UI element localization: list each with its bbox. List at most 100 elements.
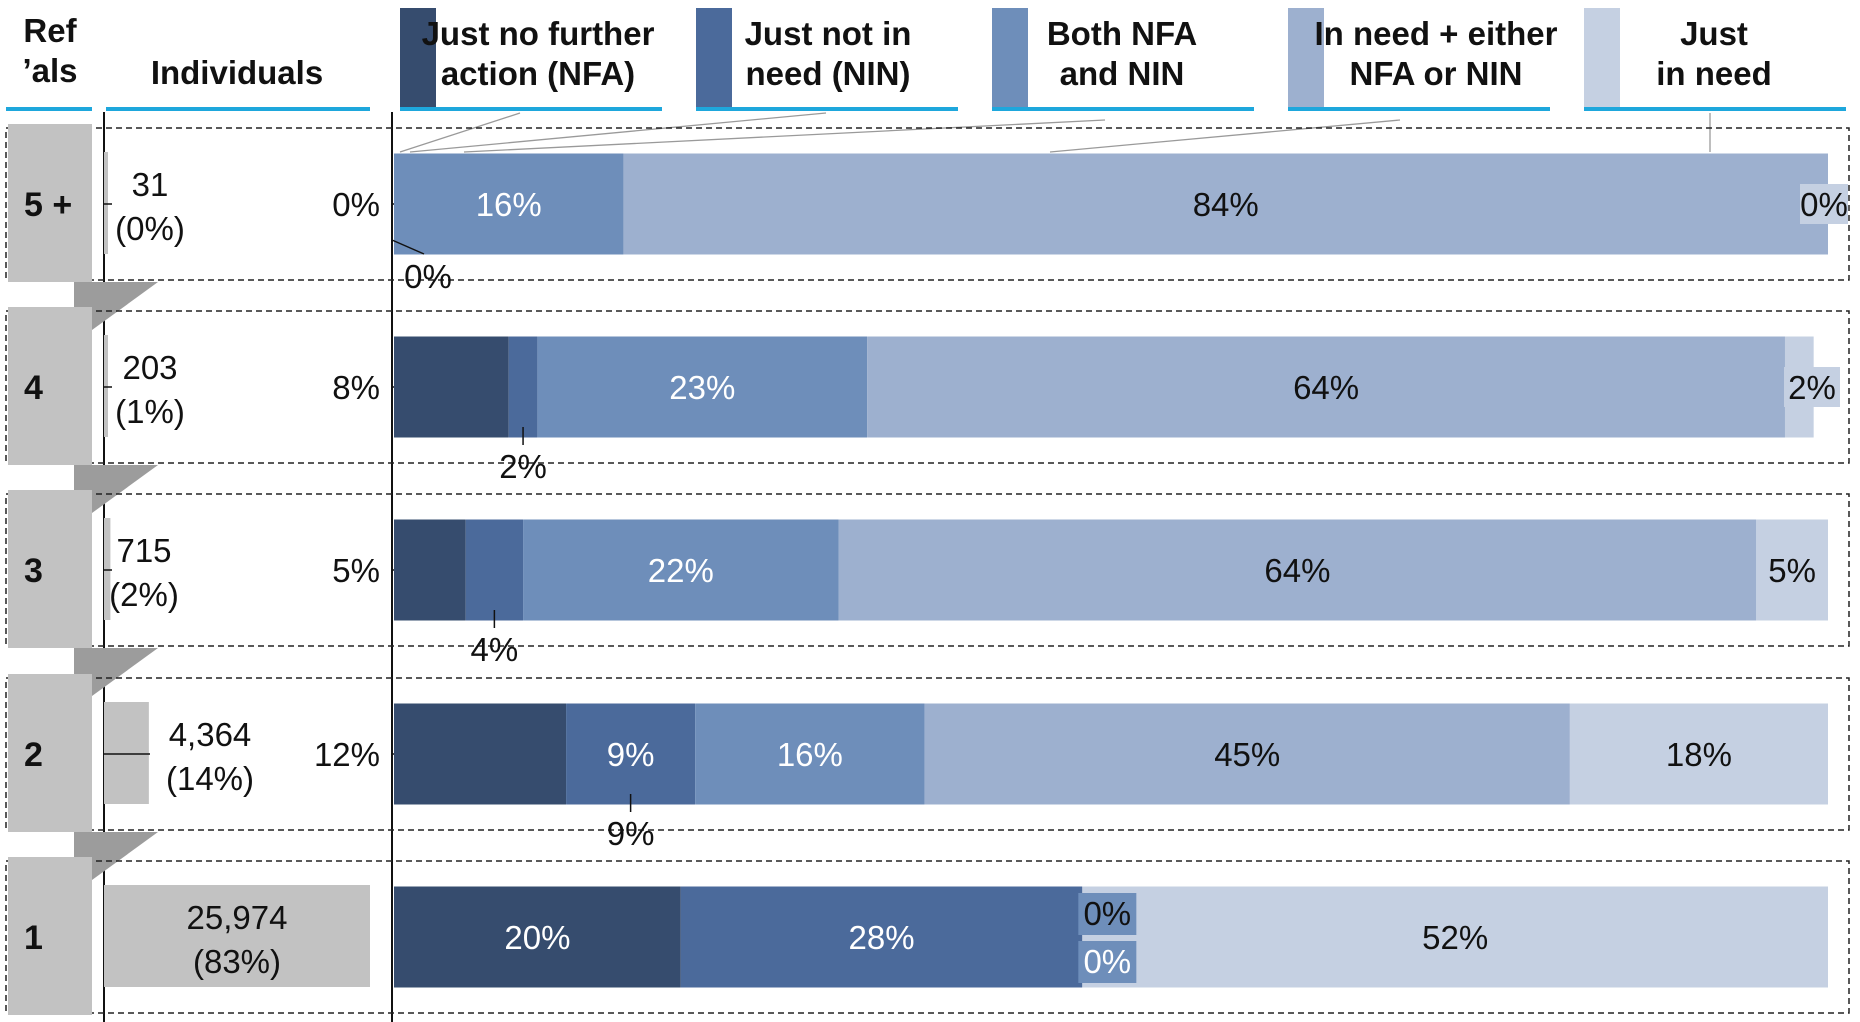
bar-value-label: 20% bbox=[504, 919, 570, 956]
row-frame bbox=[5, 677, 1850, 831]
bar-segment bbox=[1756, 519, 1828, 621]
nin-outside-label: 9% bbox=[607, 815, 655, 852]
legend-swatch-5 bbox=[1584, 8, 1620, 108]
referral-tab bbox=[8, 674, 92, 832]
individuals-count: 25,974 bbox=[187, 899, 288, 936]
bar-value-label: 84% bbox=[1193, 186, 1259, 223]
bar-segment bbox=[465, 519, 524, 621]
legend-label-5-line2: in need bbox=[1656, 55, 1772, 92]
referral-count-label: 2 bbox=[24, 736, 43, 774]
legend-label-2-line2: need (NIN) bbox=[746, 55, 911, 92]
referral-count-label: 3 bbox=[24, 552, 43, 590]
bar-segment bbox=[1082, 886, 1828, 988]
row-2: 4 203 (1%) 8% 23% 64% 2% 2% bbox=[5, 307, 1850, 513]
bar-segment bbox=[394, 153, 624, 255]
legend-label-4-line2: NFA or NIN bbox=[1350, 55, 1523, 92]
referral-tab bbox=[8, 124, 92, 282]
down-arrow bbox=[74, 282, 158, 330]
row-1: 5 + 31 (0%) 0% 16% 84% 0% 0% bbox=[5, 124, 1850, 330]
legend-label-1-line1: Just no further bbox=[422, 15, 655, 52]
individuals-header: Individuals bbox=[151, 54, 323, 91]
referrals-header-line1: Ref bbox=[23, 12, 77, 49]
bar-segment bbox=[838, 519, 1757, 621]
header-row: Ref’als Individuals bbox=[6, 12, 370, 111]
nfa-percent-label: 8% bbox=[332, 369, 380, 406]
bar-segment bbox=[566, 703, 696, 805]
individuals-share: (83%) bbox=[193, 943, 281, 980]
down-arrow bbox=[74, 832, 158, 880]
bar-value-label: 16% bbox=[476, 186, 542, 223]
legend-underline-5 bbox=[1584, 107, 1846, 111]
row-3: 3 715 (2%) 5% 22% 64% 5% 4% bbox=[5, 490, 1850, 696]
legend-leader-line-4 bbox=[1049, 119, 1401, 153]
nfa-percent-label: 5% bbox=[332, 552, 380, 589]
bar-value-label: 22% bbox=[648, 552, 714, 589]
bar-value-label: 64% bbox=[1264, 552, 1330, 589]
row-frame bbox=[5, 310, 1850, 464]
bar-segment bbox=[680, 886, 1083, 988]
row-frame bbox=[5, 860, 1850, 1014]
bar-value-label: 9% bbox=[607, 736, 655, 773]
referral-tab bbox=[8, 857, 92, 1015]
legend-label-5-line1: Just bbox=[1680, 15, 1748, 52]
bar-segment bbox=[394, 336, 509, 438]
just-in-need-small-label-bg bbox=[1784, 367, 1840, 407]
bar-value-label: 23% bbox=[669, 369, 735, 406]
referrals-header-line2: ’als bbox=[22, 52, 77, 89]
individuals-share: (1%) bbox=[115, 393, 185, 430]
bar-value-label: 45% bbox=[1214, 736, 1280, 773]
row-frame bbox=[5, 493, 1850, 647]
individuals-header-underline bbox=[106, 107, 370, 111]
bar-segment bbox=[867, 336, 1785, 438]
legend-swatch-4 bbox=[1288, 8, 1324, 108]
legend-label-3-line2: and NIN bbox=[1060, 55, 1185, 92]
referral-count-label: 4 bbox=[24, 369, 43, 407]
down-arrow bbox=[74, 648, 158, 696]
individuals-bar bbox=[104, 335, 108, 437]
legend-swatch-3 bbox=[992, 8, 1028, 108]
legend-underline-1 bbox=[400, 107, 662, 111]
individuals-share: (0%) bbox=[115, 210, 185, 247]
row-5: 1 25,974 (83%) 20% 28% 52% 0% 0% bbox=[5, 857, 1850, 1015]
bar-segment bbox=[523, 519, 839, 621]
both-zero-label-bg bbox=[1078, 893, 1137, 935]
down-arrow bbox=[74, 465, 158, 513]
nin-outside-label: 0% bbox=[404, 258, 452, 295]
bar-value-label: 16% bbox=[777, 736, 843, 773]
in-need-either-zero-label: 0% bbox=[1083, 943, 1131, 980]
just-in-need-small-label-bg bbox=[1800, 184, 1848, 224]
bar-segment bbox=[623, 153, 1829, 255]
legend-swatch-1 bbox=[400, 8, 436, 108]
bar-value-label: 64% bbox=[1293, 369, 1359, 406]
individuals-bar bbox=[104, 152, 108, 254]
individuals-bar bbox=[104, 885, 370, 987]
legend-leader-line-3 bbox=[463, 119, 1106, 153]
legend-leader-line-2 bbox=[409, 112, 827, 153]
bar-segment bbox=[394, 886, 681, 988]
bar-segment bbox=[394, 519, 466, 621]
referrals-header-underline bbox=[6, 107, 92, 111]
referral-tab bbox=[8, 307, 92, 465]
legend-label-4-line1: In need + either bbox=[1315, 15, 1558, 52]
nin-outside-label: 4% bbox=[471, 631, 519, 668]
legend-label-1-line2: action (NFA) bbox=[441, 55, 635, 92]
legend-label-3-line1: Both NFA bbox=[1047, 15, 1197, 52]
nfa-percent-label: 12% bbox=[314, 736, 380, 773]
legend-underline-2 bbox=[696, 107, 958, 111]
just-in-need-small-label: 0% bbox=[1800, 186, 1848, 223]
just-in-need-small-label: 2% bbox=[1788, 369, 1836, 406]
individuals-count: 203 bbox=[122, 349, 177, 386]
bar-segment bbox=[537, 336, 868, 438]
individuals-bar bbox=[104, 518, 111, 620]
both-zero-label: 0% bbox=[1083, 895, 1131, 932]
individuals-bar bbox=[104, 702, 149, 804]
individuals-share: (14%) bbox=[166, 760, 254, 797]
nfa-percent-label: 0% bbox=[332, 186, 380, 223]
individuals-count: 715 bbox=[116, 532, 171, 569]
referral-count-label: 1 bbox=[24, 919, 43, 957]
nin-leader bbox=[391, 239, 425, 255]
nin-outside-label: 2% bbox=[499, 448, 547, 485]
bar-segment bbox=[508, 336, 538, 438]
